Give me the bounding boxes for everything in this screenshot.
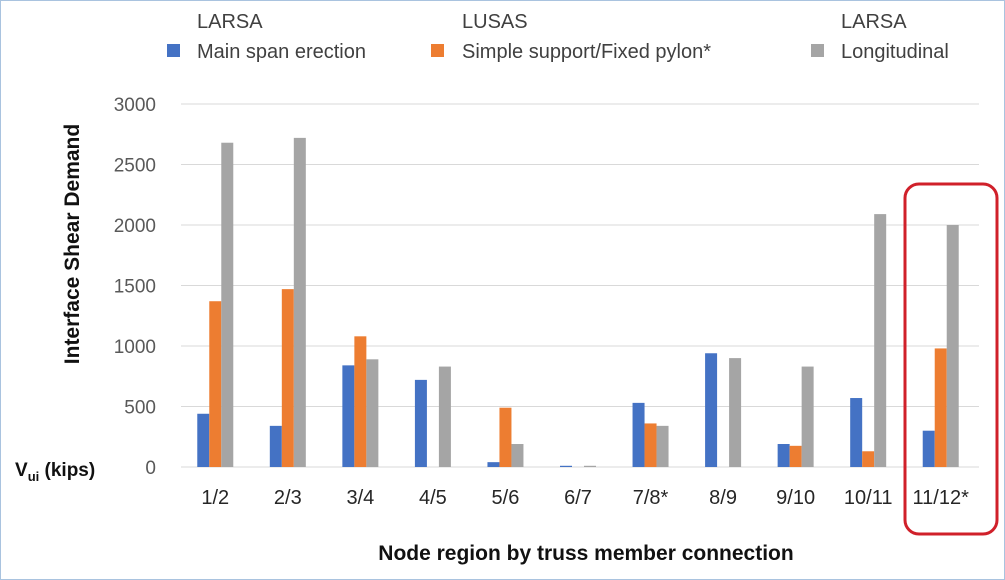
x-tick-label: 6/7	[564, 487, 592, 509]
bar-1-1	[197, 413, 210, 467]
x-tick-label: 11/12*	[913, 487, 970, 509]
bars	[197, 137, 959, 467]
x-tick-label: 2/3	[274, 487, 302, 509]
legend: LARSA Main span erection LUSAS Simple su…	[167, 11, 949, 63]
highlight-box	[903, 182, 999, 536]
bar-2-1	[209, 301, 222, 467]
legend-group-label-2: LARSA	[841, 11, 907, 33]
legend-swatch-1	[431, 44, 444, 57]
x-axis-ticks: 1/2 2/3 3/4 4/5 5/6 6/7 7/8* 8/9 9/10 10/11 11/12*	[201, 487, 969, 509]
legend-group-label-0: LARSA	[197, 11, 263, 33]
bar-3-11	[946, 225, 959, 467]
bar-2-3	[354, 336, 367, 467]
bar-3-9	[801, 366, 814, 467]
units-subscript: ui	[28, 469, 40, 484]
bar-3-8	[729, 358, 742, 467]
y-tick-label: 500	[124, 398, 156, 419]
y-tick-label: 2500	[114, 156, 156, 177]
x-tick-label: 4/5	[419, 487, 447, 509]
legend-entry-2: Longitudinal	[841, 41, 949, 63]
y-axis-units: Vui (kips)	[15, 460, 95, 484]
bar-2-11	[934, 348, 947, 467]
bar-3-6	[584, 465, 596, 467]
legend-swatch-2	[811, 44, 824, 57]
x-tick-label: 1/2	[201, 487, 229, 509]
units-suffix: (kips)	[39, 460, 95, 481]
x-axis-title: Node region by truss member connection	[378, 542, 793, 565]
bar-1-4	[414, 379, 427, 467]
y-tick-label: 1500	[114, 277, 156, 298]
bar-2-5	[499, 407, 512, 467]
bar-2-2	[281, 289, 294, 467]
bar-2-10	[862, 451, 875, 467]
x-tick-label: 10/11	[844, 487, 893, 509]
bar-3-5	[511, 444, 524, 467]
legend-swatch-0	[167, 44, 180, 57]
x-tick-label: 7/8*	[633, 487, 669, 509]
bar-3-2	[293, 137, 306, 467]
bar-1-7	[632, 402, 645, 467]
y-tick-label: 0	[145, 458, 156, 479]
y-axis-ticks: 0 500 1000 1500 2000 2500 3000	[114, 95, 156, 479]
units-main: V	[15, 460, 28, 481]
x-tick-label: 9/10	[776, 487, 815, 509]
bar-2-7	[644, 423, 657, 467]
legend-entry-1: Simple support/Fixed pylon*	[462, 41, 711, 63]
bar-1-11	[922, 430, 935, 467]
bar-1-8	[705, 353, 718, 467]
bar-3-7	[656, 425, 669, 467]
bar-1-10	[850, 398, 863, 467]
x-tick-label: 8/9	[709, 487, 737, 509]
bar-1-9	[777, 444, 790, 467]
bar-3-4	[438, 366, 451, 467]
bar-3-1	[221, 142, 234, 467]
y-tick-label: 3000	[114, 95, 156, 116]
y-tick-label: 2000	[114, 216, 156, 237]
bar-3-3	[366, 359, 379, 467]
bar-1-2	[269, 425, 282, 467]
bar-3-10	[874, 214, 887, 467]
y-axis-title: Interface Shear Demand	[61, 124, 84, 364]
legend-entry-0: Main span erection	[197, 41, 366, 63]
legend-group-label-1: LUSAS	[462, 11, 528, 33]
y-tick-label: 1000	[114, 337, 156, 358]
bar-2-9	[789, 445, 802, 467]
bar-1-6	[560, 465, 572, 467]
bar-1-3	[342, 365, 355, 467]
x-tick-label: 3/4	[346, 487, 374, 509]
x-tick-label: 5/6	[492, 487, 520, 509]
gridlines	[181, 103, 979, 468]
bar-1-5	[487, 462, 500, 467]
